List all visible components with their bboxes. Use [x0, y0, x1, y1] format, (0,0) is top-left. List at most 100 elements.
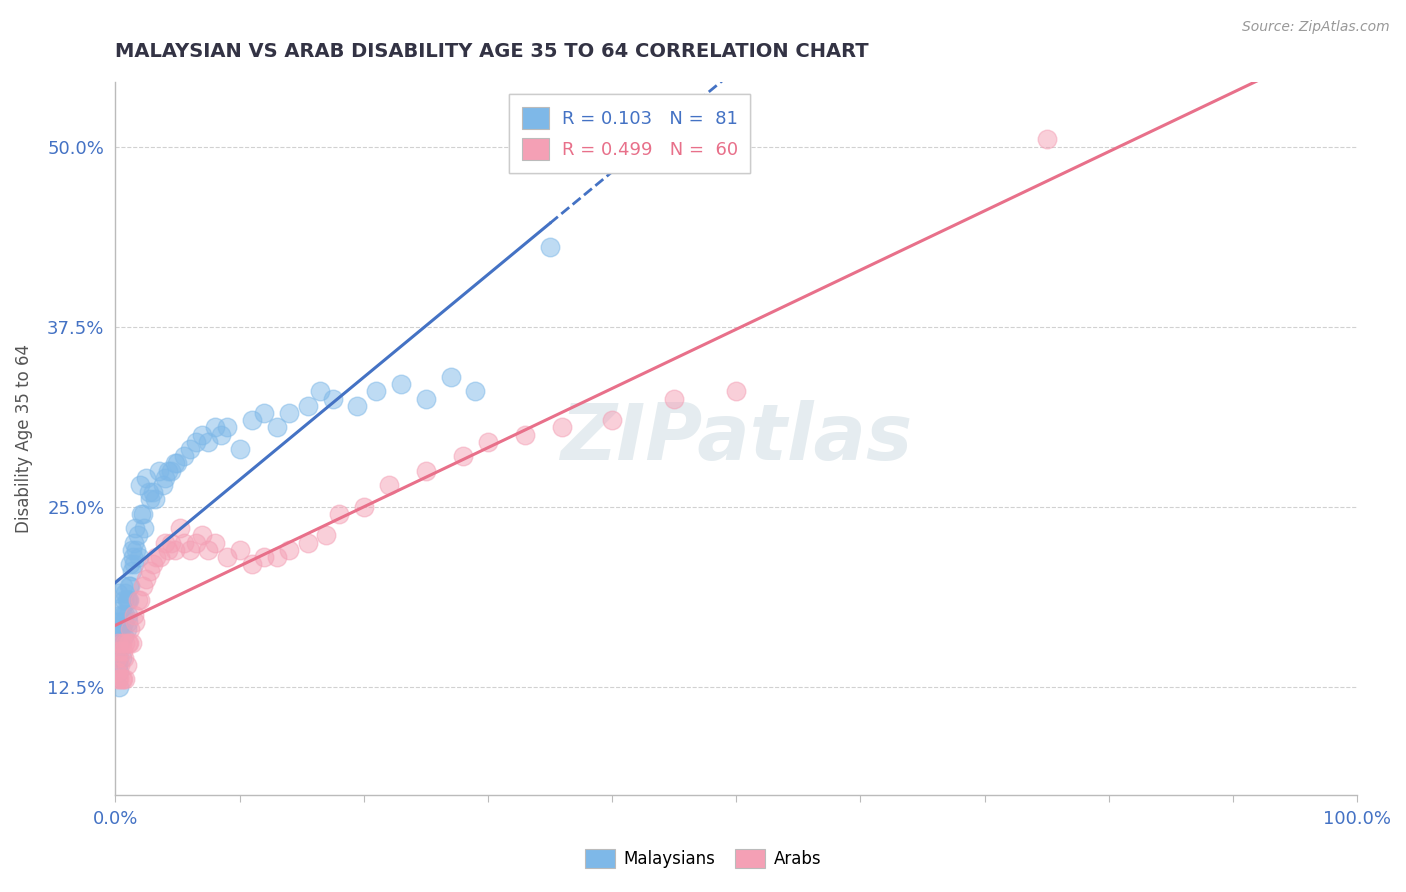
Point: [191, 427, 214, 442]
Point: [297, 535, 319, 549]
Point: [1035, 132, 1057, 146]
Point: [148, 464, 170, 478]
Point: [662, 392, 685, 406]
Point: [138, 485, 160, 500]
Point: [131, 507, 153, 521]
Point: [120, 558, 142, 572]
Point: [366, 384, 388, 399]
Point: [166, 457, 188, 471]
Point: [278, 406, 301, 420]
Point: [117, 636, 139, 650]
Point: [121, 565, 143, 579]
Point: [131, 507, 153, 521]
Point: [107, 673, 129, 687]
Point: [253, 406, 276, 420]
Point: [127, 593, 149, 607]
Point: [204, 535, 226, 549]
Point: [217, 549, 239, 564]
Legend: R = 0.103   N =  81, R = 0.499   N =  60: R = 0.103 N = 81, R = 0.499 N = 60: [509, 95, 751, 173]
Point: [111, 643, 134, 657]
Point: [108, 680, 131, 694]
Point: [142, 558, 165, 572]
Point: [135, 471, 157, 485]
Point: [315, 528, 337, 542]
Point: [179, 542, 201, 557]
Point: [415, 392, 437, 406]
Point: [173, 535, 195, 549]
Point: [105, 622, 128, 636]
Point: [122, 535, 145, 549]
Y-axis label: Disability Age 35 to 64: Disability Age 35 to 64: [15, 343, 32, 533]
Point: [160, 464, 183, 478]
Point: [217, 420, 239, 434]
Point: [110, 607, 132, 622]
Legend: Malaysians, Arabs: Malaysians, Arabs: [578, 842, 828, 875]
Point: [353, 500, 375, 514]
Point: [110, 673, 132, 687]
Point: [328, 507, 350, 521]
Point: [538, 240, 561, 254]
Point: [184, 434, 207, 449]
Point: [115, 593, 138, 607]
Point: [139, 565, 162, 579]
Point: [156, 542, 179, 557]
Point: [191, 528, 214, 542]
Point: [122, 607, 145, 622]
Point: [111, 673, 134, 687]
Point: [377, 478, 399, 492]
Point: [128, 549, 150, 564]
Point: [477, 434, 499, 449]
Point: [111, 607, 134, 622]
Point: [105, 636, 128, 650]
Point: [121, 549, 143, 564]
Point: [139, 492, 162, 507]
Text: MALAYSIAN VS ARAB DISABILITY AGE 35 TO 64 CORRELATION CHART: MALAYSIAN VS ARAB DISABILITY AGE 35 TO 6…: [115, 42, 869, 61]
Text: Source: ZipAtlas.com: Source: ZipAtlas.com: [1241, 20, 1389, 34]
Point: [228, 442, 250, 456]
Point: [131, 579, 153, 593]
Point: [118, 636, 141, 650]
Point: [163, 542, 186, 557]
Point: [160, 535, 183, 549]
Point: [108, 650, 131, 665]
Point: [110, 636, 132, 650]
Point: [117, 607, 139, 622]
Point: [169, 521, 191, 535]
Point: [278, 542, 301, 557]
Point: [143, 492, 166, 507]
Point: [513, 427, 536, 442]
Point: [173, 449, 195, 463]
Point: [112, 629, 135, 643]
Point: [112, 615, 135, 629]
Point: [322, 392, 344, 406]
Point: [266, 549, 288, 564]
Point: [111, 579, 134, 593]
Point: [112, 650, 135, 665]
Point: [122, 558, 145, 572]
Point: [197, 542, 219, 557]
Point: [124, 615, 146, 629]
Point: [209, 427, 232, 442]
Point: [110, 622, 132, 636]
Point: [110, 622, 132, 636]
Point: [105, 665, 128, 680]
Point: [105, 650, 128, 665]
Point: [389, 377, 412, 392]
Point: [117, 593, 139, 607]
Point: [107, 636, 129, 650]
Point: [107, 658, 129, 673]
Point: [153, 535, 176, 549]
Text: ZIPatlas: ZIPatlas: [560, 401, 912, 476]
Point: [240, 413, 263, 427]
Point: [108, 665, 131, 680]
Point: [121, 636, 143, 650]
Point: [297, 399, 319, 413]
Point: [124, 521, 146, 535]
Point: [179, 442, 201, 456]
Point: [117, 615, 139, 629]
Point: [135, 572, 157, 586]
Point: [129, 478, 152, 492]
Point: [600, 413, 623, 427]
Point: [127, 528, 149, 542]
Point: [156, 464, 179, 478]
